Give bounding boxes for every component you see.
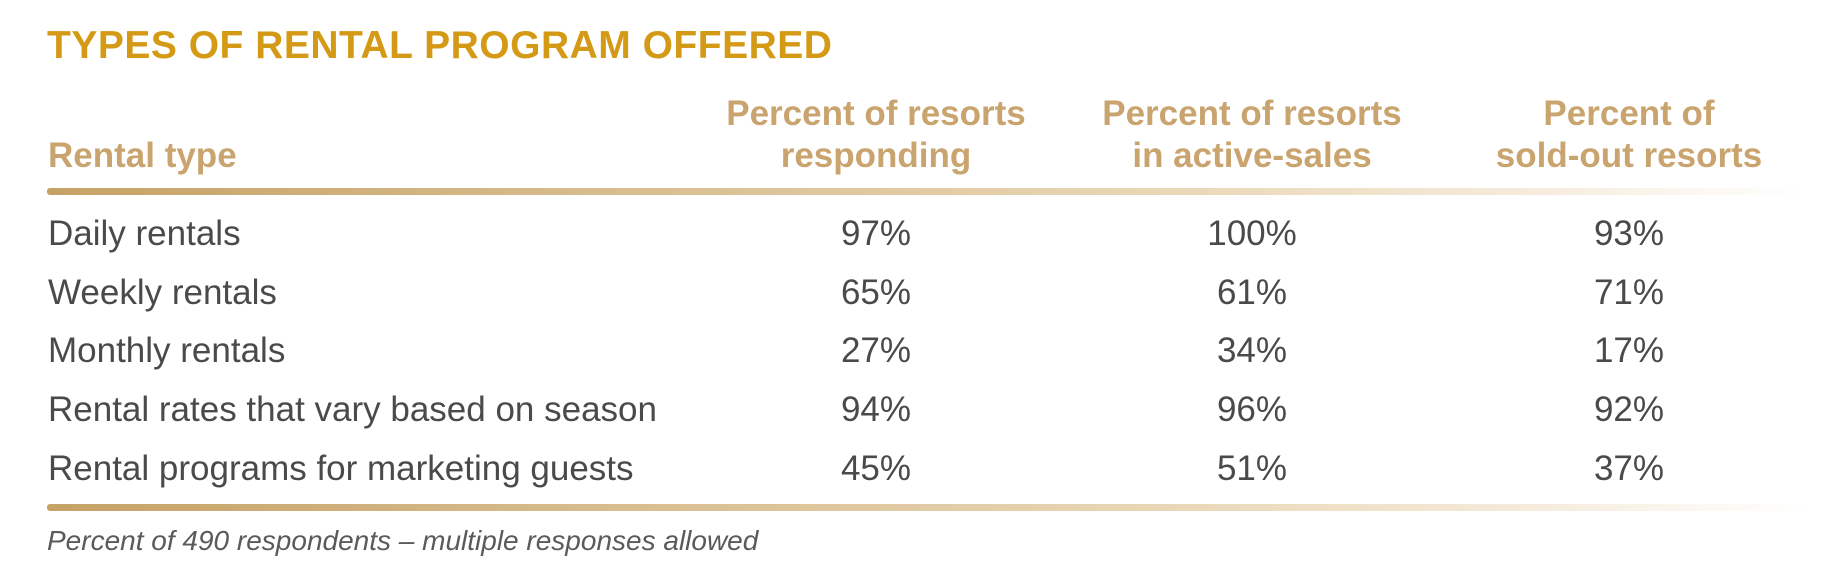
table-note: Percent of 490 respondents – multiple re… bbox=[47, 525, 759, 556]
table-cell-value: 65% bbox=[840, 272, 912, 312]
footer-divider bbox=[47, 504, 1807, 511]
column-header-sold-out: Percent of sold-out resorts bbox=[1439, 93, 1819, 177]
table-cell-value: 94% bbox=[840, 390, 912, 430]
table-row: Rental programs for marketing guests 45% 5… bbox=[0, 440, 1838, 498]
table-row: Rental rates that vary based on season 94… bbox=[0, 381, 1838, 439]
table-row: Weekly rentals 65% 61% 71% bbox=[0, 264, 1838, 322]
table-cell-value: 45% bbox=[840, 448, 912, 488]
table-cell-value: 97% bbox=[840, 214, 912, 253]
table-cell-value: 96% bbox=[1216, 390, 1288, 430]
table-cell-value: 51% bbox=[1216, 448, 1288, 488]
table-cell-value: 37% bbox=[1593, 448, 1665, 488]
row-header-label: Rental type bbox=[48, 136, 237, 175]
row-label: Rental programs for marketing guests bbox=[48, 448, 634, 488]
table-cell-value: 93% bbox=[1593, 214, 1665, 253]
column-header-line: Percent of resorts bbox=[1102, 94, 1402, 133]
table-cell-value: 34% bbox=[1216, 331, 1288, 371]
row-label: Weekly rentals bbox=[48, 272, 277, 312]
column-header-responding: Percent of resorts responding bbox=[686, 93, 1066, 177]
table-cell-value: 71% bbox=[1593, 272, 1665, 312]
row-label: Daily rentals bbox=[48, 214, 241, 253]
column-header-line: responding bbox=[780, 136, 972, 175]
table-row: Daily rentals 97% 100% 93% bbox=[0, 205, 1838, 263]
row-label: Rental rates that vary based on season bbox=[48, 390, 657, 430]
column-header-active-sales: Percent of resorts in active-sales bbox=[1062, 93, 1442, 177]
table-cell-value: 17% bbox=[1593, 331, 1665, 371]
table-cell-value: 27% bbox=[840, 331, 912, 371]
table-title: TYPES OF RENTAL PROGRAM OFFERED bbox=[47, 24, 833, 67]
header-divider bbox=[47, 188, 1807, 195]
column-header-line: sold-out resorts bbox=[1495, 136, 1763, 175]
table-cell-value: 92% bbox=[1593, 390, 1665, 430]
table-cell-value: 100% bbox=[1207, 214, 1297, 253]
column-header-line: in active-sales bbox=[1132, 136, 1372, 175]
table-cell-value: 61% bbox=[1216, 272, 1288, 312]
row-label: Monthly rentals bbox=[48, 331, 286, 371]
column-header-line: Percent of bbox=[1543, 94, 1715, 133]
column-header-line: Percent of resorts bbox=[726, 94, 1026, 133]
table-row: Monthly rentals 27% 34% 17% bbox=[0, 322, 1838, 380]
